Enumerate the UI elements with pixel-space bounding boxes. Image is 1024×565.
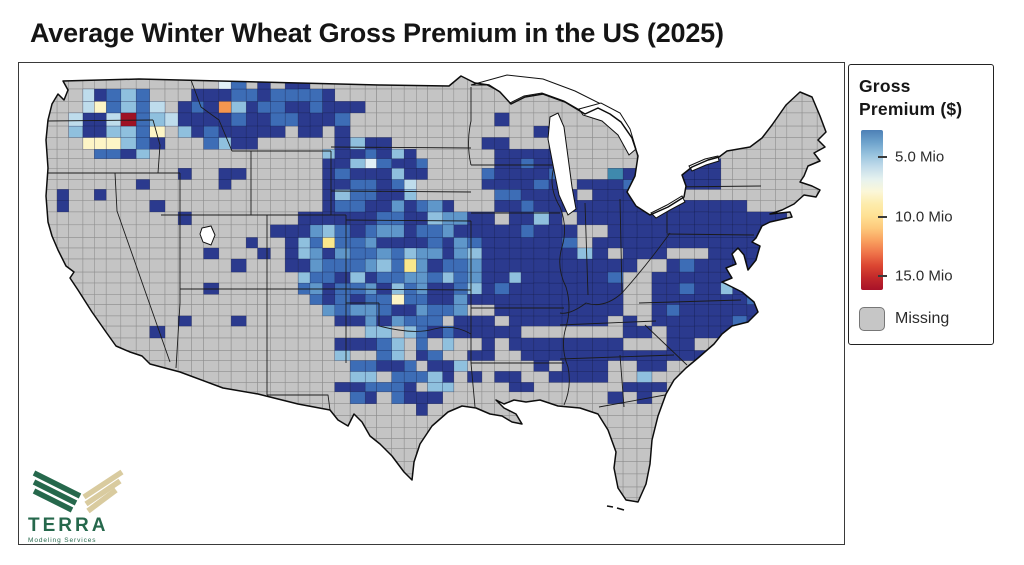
legend-colorbar xyxy=(861,129,883,290)
logo-tan-stripes xyxy=(82,469,124,514)
legend-tick-label: 5.0 Mio xyxy=(895,148,945,166)
legend-colorbar-area: 5.0 Mio 10.0 Mio 15.0 Mio xyxy=(859,129,983,290)
legend-missing-row: Missing xyxy=(859,306,983,331)
terra-logo: TERRA Modeling Services xyxy=(28,466,138,544)
us-county-choropleth xyxy=(45,74,827,511)
legend-tick-mark xyxy=(878,155,887,158)
legend-missing-swatch xyxy=(859,306,885,331)
county-values xyxy=(56,76,788,416)
florida-keys xyxy=(606,505,625,511)
us-coastline xyxy=(45,75,827,503)
terra-logo-name: TERRA xyxy=(28,515,109,536)
map-panel xyxy=(18,62,845,545)
legend-tick-mark xyxy=(878,215,887,218)
page-title: Average Winter Wheat Gross Premium in th… xyxy=(30,18,724,48)
state-borders xyxy=(46,79,762,411)
legend-tick-label: 15.0 Mio xyxy=(895,267,953,285)
legend-missing-label: Missing xyxy=(895,309,950,327)
logo-green-stripes xyxy=(32,470,82,513)
legend-title: Gross Premium ($) xyxy=(859,76,963,119)
map-legend: Gross Premium ($) 5.0 Mio 10.0 Mio 15.0 Mi… xyxy=(848,64,994,345)
legend-tick-label: 10.0 Mio xyxy=(895,208,953,226)
terra-logo-tagline: Modeling Services xyxy=(28,537,97,544)
terra-logo-icon xyxy=(32,469,124,514)
legend-tick-mark xyxy=(878,274,887,277)
